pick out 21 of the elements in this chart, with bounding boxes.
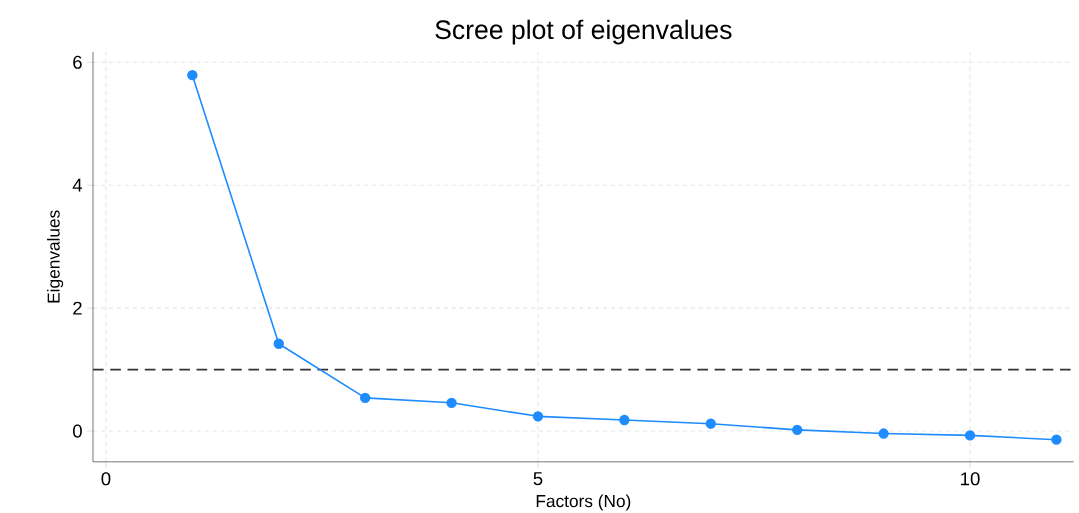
y-tick-label: 4	[72, 178, 83, 192]
chart-title: Scree plot of eigenvalues	[435, 19, 732, 45]
y-tick-label: 2	[73, 301, 82, 315]
point	[964, 430, 976, 441]
x-tick-label: 10	[961, 472, 980, 486]
x-axis-title: Factors (No)	[536, 494, 631, 511]
point	[705, 418, 716, 429]
y-tick-label: 0	[73, 424, 82, 438]
point	[446, 397, 457, 409]
point	[187, 70, 198, 81]
point	[878, 428, 889, 439]
point	[273, 338, 284, 350]
x-tick-label: 0	[101, 472, 111, 486]
point	[792, 424, 803, 436]
point	[619, 414, 630, 426]
point	[1051, 434, 1062, 445]
y-axis-title: Eigenvalues	[47, 210, 64, 303]
point	[359, 392, 371, 404]
x-tick-label: 5	[533, 472, 543, 486]
point	[532, 411, 544, 422]
y-tick-label: 6	[73, 55, 82, 69]
